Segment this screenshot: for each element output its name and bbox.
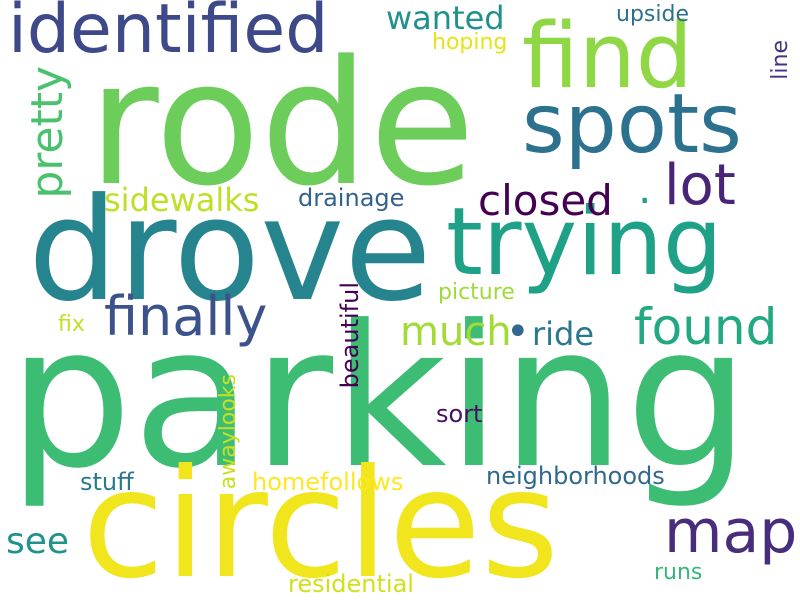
word-fix: fix [58, 312, 85, 337]
word-parking: parking [8, 284, 750, 512]
word-find: find [522, 4, 693, 109]
word-sort: sort [436, 400, 483, 428]
word-beautiful: beautiful [336, 282, 364, 389]
word-found: found [634, 298, 778, 356]
word-stuff: stuff [80, 468, 134, 496]
word-line: line [768, 40, 793, 80]
word-picture: picture [438, 280, 515, 305]
word-runs: runs [654, 560, 703, 585]
word-dot2: • [506, 309, 530, 355]
word-spots: spots [522, 77, 742, 172]
word-finally: finally [104, 285, 268, 348]
word-map: map [664, 497, 798, 567]
word-trying: trying [446, 188, 723, 297]
word-wanted: wanted [386, 0, 505, 37]
word-rode: rode [88, 23, 476, 224]
word-sidewalks: sidewalks [104, 181, 260, 219]
word-residential: residential [288, 570, 414, 598]
word-identified: identified [8, 0, 329, 69]
word-dot1: . [638, 164, 652, 213]
word-hoping: hoping [432, 30, 508, 55]
word-neighborhoods: neighborhoods [486, 462, 665, 490]
word-lot: lot [664, 153, 736, 218]
word-pretty: pretty [22, 66, 73, 199]
word-awaylooks: awaylooks [216, 374, 241, 490]
word-upside: upside [616, 2, 689, 27]
word-ride: ride [532, 315, 595, 353]
word-closed: closed [478, 176, 613, 225]
word-drainage: drainage [298, 184, 405, 212]
word-much: much [400, 309, 512, 355]
word-circles: circles [82, 438, 560, 600]
word-drove: drove [28, 168, 432, 333]
word-see: see [6, 521, 70, 562]
word-homefollows: homefollows [252, 468, 404, 496]
